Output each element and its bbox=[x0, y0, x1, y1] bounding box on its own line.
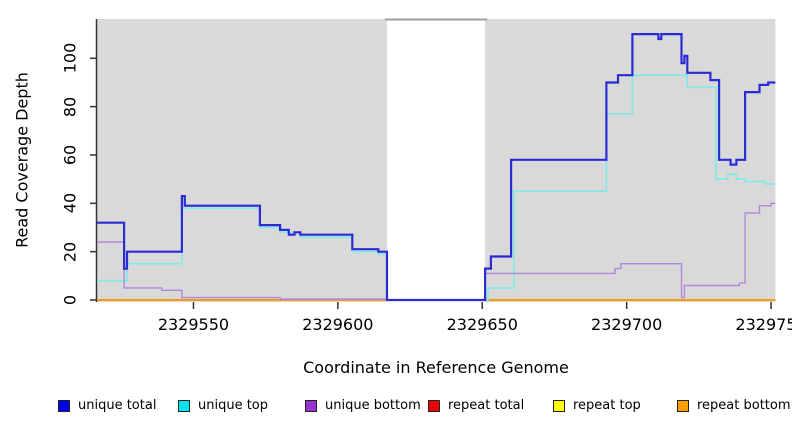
legend-item-unique-total: unique total bbox=[58, 398, 156, 413]
legend-swatch bbox=[58, 399, 70, 412]
y-tick-label: 60 bbox=[60, 144, 80, 166]
series-unique-top bbox=[97, 74, 776, 301]
legend-swatch bbox=[305, 399, 317, 412]
y-tick-label: 40 bbox=[60, 193, 80, 214]
legend-label: unique top bbox=[198, 398, 269, 413]
x-tick-label: 2329600 bbox=[302, 315, 374, 334]
legend-label: unique bottom bbox=[325, 398, 421, 413]
legend-label: unique total bbox=[78, 398, 157, 413]
chart-legend: unique total unique top unique bottom repea… bbox=[0, 394, 792, 424]
legend-label: repeat bottom bbox=[697, 398, 791, 413]
x-tick-label: 2329650 bbox=[446, 315, 518, 334]
legend-item-unique-bottom: unique bottom bbox=[305, 398, 421, 413]
legend-swatch bbox=[428, 399, 440, 412]
legend-item-repeat-bottom: repeat bottom bbox=[677, 398, 791, 413]
y-tick-label: 100 bbox=[60, 43, 80, 74]
x-axis-title: Coordinate in Reference Genome bbox=[303, 358, 569, 377]
y-tick-label: 80 bbox=[60, 96, 80, 117]
y-tick-label: 20 bbox=[60, 241, 80, 262]
x-tick-label: 2329700 bbox=[591, 315, 663, 334]
legend-item-repeat-top: repeat top bbox=[553, 398, 641, 413]
y-tick-label: 0 bbox=[60, 294, 80, 306]
series-unique-bottom bbox=[97, 202, 776, 301]
legend-swatch bbox=[178, 399, 190, 412]
series-unique-total bbox=[97, 33, 776, 302]
legend-item-repeat-total: repeat total bbox=[428, 398, 524, 413]
legend-swatch bbox=[553, 399, 565, 412]
y-axis-title: Read Coverage Depth bbox=[12, 72, 32, 248]
legend-swatch bbox=[677, 399, 689, 412]
covered-region bbox=[97, 19, 387, 302]
x-tick-label: 2329550 bbox=[157, 315, 230, 334]
legend-item-unique-top: unique top bbox=[178, 398, 268, 413]
legend-label: repeat top bbox=[573, 398, 641, 413]
legend-label: repeat total bbox=[448, 398, 525, 413]
